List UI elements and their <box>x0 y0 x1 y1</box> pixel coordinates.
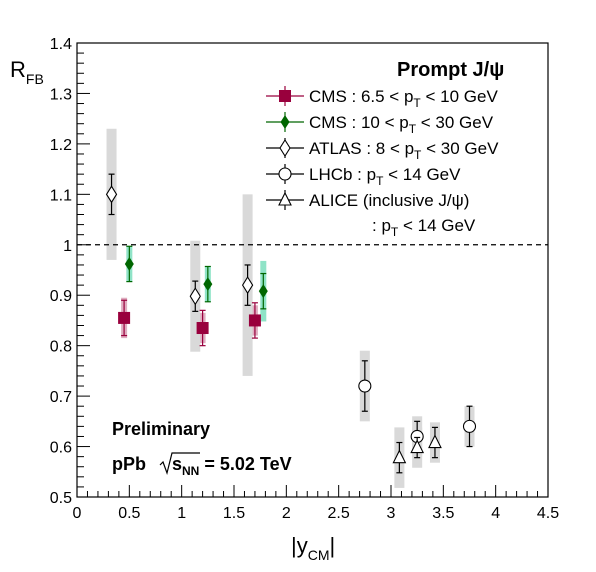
y-tick-labels: 0.5 0.6 0.7 0.8 0.9 1 1.1 1.2 1.3 1.4 <box>50 36 72 507</box>
data-point <box>392 449 407 464</box>
data-point <box>258 284 268 299</box>
x-axis-title: |yCM| <box>291 533 335 563</box>
data-point <box>124 256 134 271</box>
collision-energy-label: pPb sNN = 5.02 TeV <box>112 452 292 478</box>
data-point <box>248 314 261 327</box>
legend-marker <box>280 115 290 129</box>
legend-label: LHCb : pT < 14 GeV <box>309 165 461 188</box>
data-point <box>203 277 213 292</box>
data-point <box>105 185 118 204</box>
x-tick-label: 2 <box>282 505 291 522</box>
legend-label: ALICE (inclusive J/ψ) <box>309 191 469 210</box>
legend-marker <box>279 138 291 158</box>
x-tick-label: 1 <box>177 505 186 522</box>
x-tick-labels: 0 0.5 1 1.5 2 2.5 3 3.5 4 4.5 <box>73 505 560 522</box>
y-tick-label: 0.7 <box>50 389 72 406</box>
x-tick-label: 3 <box>387 505 396 522</box>
legend-label-line2: : pT < 14 GeV <box>372 216 476 239</box>
legend-label: ATLAS : 8 < pT < 30 GeV <box>309 139 499 162</box>
data-point <box>462 419 477 433</box>
series-points <box>358 360 477 453</box>
y-tick-label: 0.6 <box>50 440 72 457</box>
x-tick-label: 1.5 <box>223 505 245 522</box>
y-tick-label: 1.3 <box>50 86 72 103</box>
data-point <box>196 322 209 335</box>
x-tick-label: 4 <box>491 505 500 522</box>
axis-ticks <box>76 42 549 498</box>
legend-label: CMS : 10 < pT < 30 GeV <box>309 113 494 136</box>
plot-frame <box>76 42 549 498</box>
legend-label: CMS : 6.5 < pT < 10 GeV <box>309 87 498 110</box>
svg-text:sNN = 5.02 TeV: sNN = 5.02 TeV <box>172 454 292 478</box>
data-point <box>428 434 442 449</box>
x-tick-label: 0 <box>73 505 82 522</box>
series-points <box>124 245 268 310</box>
legend-marker <box>279 90 291 102</box>
data-point <box>241 276 254 295</box>
data-point <box>118 311 131 324</box>
legend-title: Prompt J/ψ <box>397 59 504 81</box>
svg-text:pPb: pPb <box>112 454 146 474</box>
data-point <box>358 379 372 393</box>
y-tick-label: 1.1 <box>50 187 72 204</box>
y-tick-label: 1.4 <box>50 36 72 53</box>
y-tick-label: 0.8 <box>50 339 72 356</box>
x-tick-label: 0.5 <box>118 505 140 522</box>
y-tick-label: 1.2 <box>50 137 72 154</box>
legend-marker <box>278 191 292 206</box>
sqrt-symbol <box>159 452 200 476</box>
legend-marker <box>278 167 292 181</box>
y-tick-label: 1 <box>63 238 72 255</box>
y-axis-title: RFB <box>10 57 44 87</box>
legend: CMS : 6.5 < pT < 10 GeV CMS : 10 < pT < 3… <box>266 86 499 239</box>
data-points <box>105 173 477 474</box>
y-tick-label: 0.9 <box>50 288 72 305</box>
data-point <box>189 287 201 306</box>
series-points <box>392 426 442 474</box>
x-tick-label: 4.5 <box>537 505 559 522</box>
x-tick-label: 2.5 <box>328 505 350 522</box>
x-tick-label: 3.5 <box>432 505 454 522</box>
preliminary-label: Preliminary <box>112 419 210 439</box>
series-points <box>118 299 261 347</box>
data-point <box>410 439 425 454</box>
y-tick-label: 0.5 <box>50 490 72 507</box>
series-points <box>105 173 254 312</box>
